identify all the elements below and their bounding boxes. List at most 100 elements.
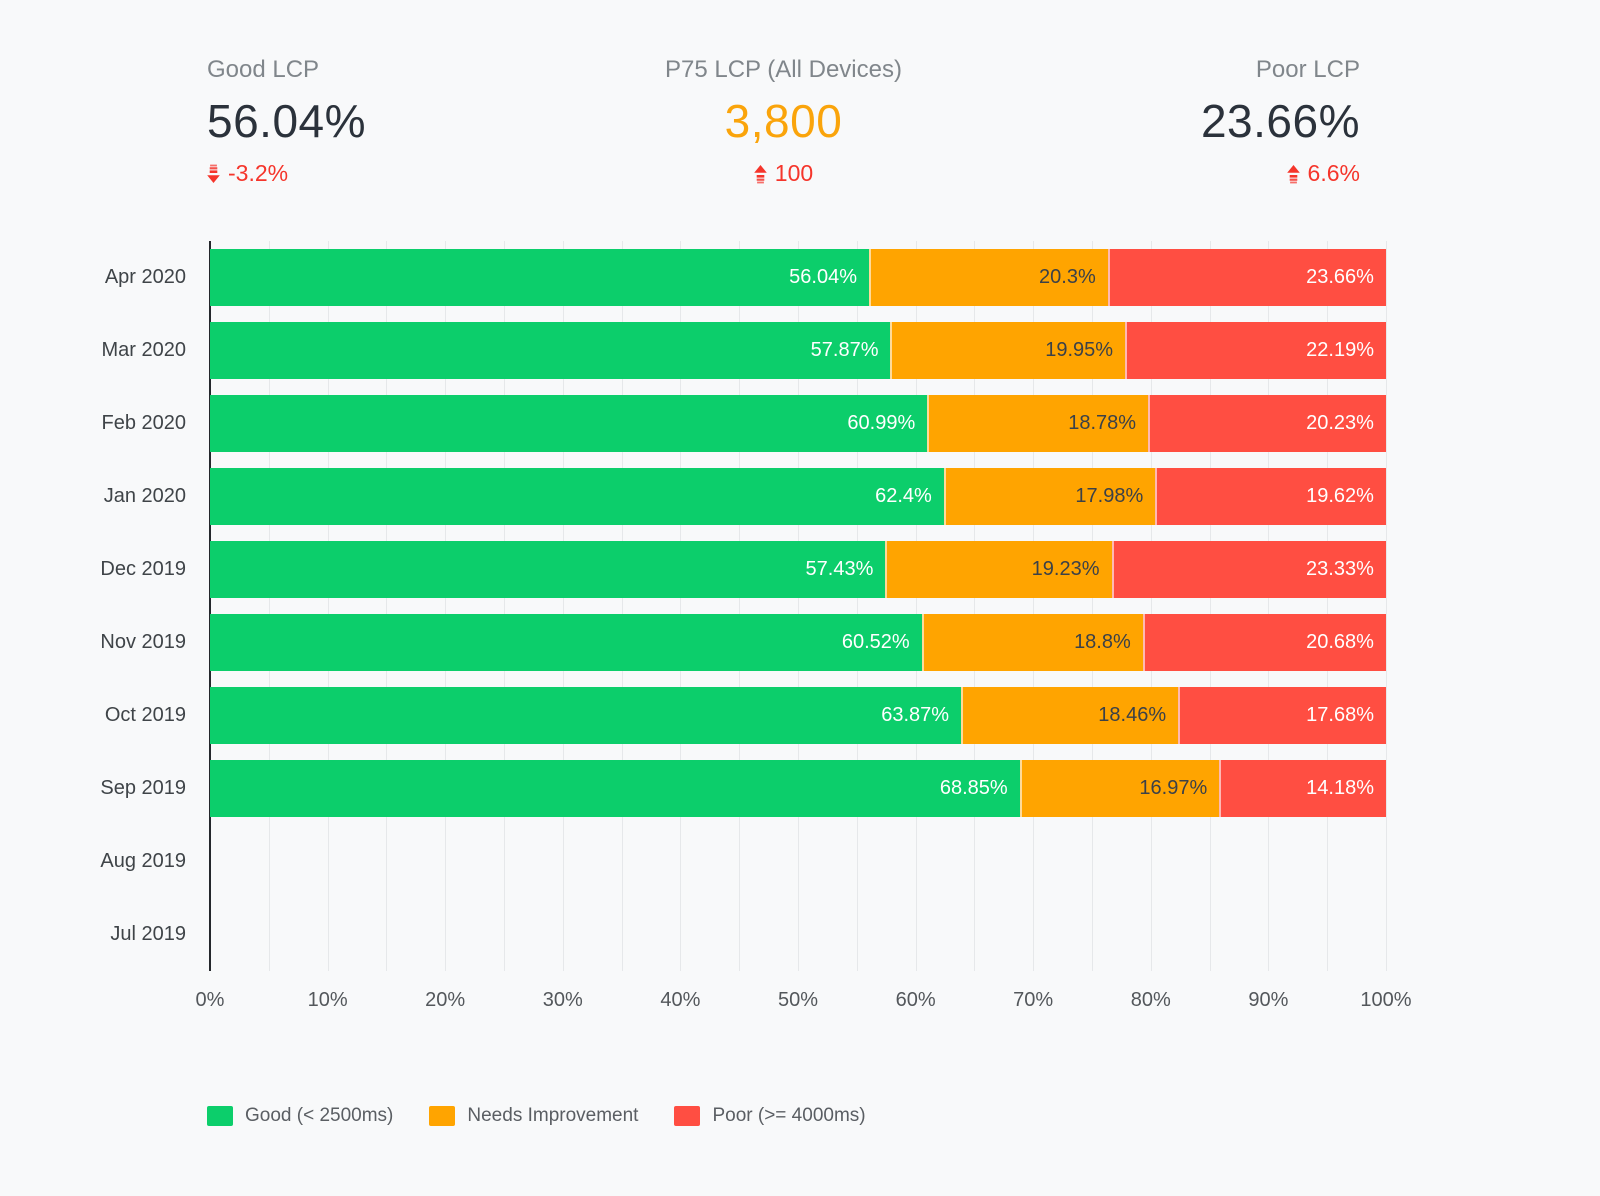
y-axis-label: Aug 2019 (100, 850, 186, 872)
gridline (562, 241, 564, 971)
x-axis-tick-label: 0% (195, 989, 225, 1011)
gridline (739, 241, 741, 971)
x-axis-tick-label: 70% (1013, 989, 1054, 1011)
gridline (268, 241, 270, 971)
bar-segment-needs-improvement[interactable]: 20.3% (869, 249, 1108, 306)
bar-segment-good[interactable]: 68.85% (210, 760, 1020, 817)
chart-row: Mar 2020 57.87% 19.95% 22.19% (0, 314, 1600, 387)
bar-segment-poor[interactable]: 17.68% (1178, 687, 1386, 744)
lcp-stacked-bar-chart: Apr 2020 56.04% 20.3% 23.66% Mar 2020 57.87% 1… (0, 241, 1600, 1019)
bar-segment-good[interactable]: 60.52% (210, 614, 922, 671)
chart-row: Dec 2019 57.43% 19.23% 23.33% (0, 533, 1600, 606)
legend-item-poor: Poor (>= 4000ms) (674, 1105, 866, 1127)
bar-track: 60.52% 18.8% 20.68% (210, 614, 1386, 671)
bar-segment-good[interactable]: 62.4% (210, 468, 944, 525)
kpi-p75-lcp-label: P75 LCP (All Devices) (665, 56, 902, 83)
y-axis-label: Nov 2019 (100, 631, 186, 653)
chart-row: Sep 2019 68.85% 16.97% 14.18% (0, 752, 1600, 825)
y-axis-label: Jul 2019 (110, 923, 186, 945)
bar-segment-good[interactable]: 57.43% (210, 541, 886, 598)
x-axis-tick-label: 50% (777, 989, 819, 1011)
chart-row: Jan 2020 62.4% 17.98% 19.62% (0, 460, 1600, 533)
kpi-poor-lcp: Poor LCP 23.66% 6.6% (976, 56, 1360, 187)
gridline (445, 241, 447, 971)
bar-segment-needs-improvement[interactable]: 18.46% (961, 687, 1179, 744)
kpi-row: Good LCP 56.04% -3.2% P75 LCP (All Devic… (0, 0, 1600, 187)
bar-segment-needs-improvement[interactable]: 18.8% (921, 614, 1143, 671)
bar-segment-needs-improvement[interactable]: 19.95% (890, 322, 1126, 379)
kpi-poor-lcp-delta: 6.6% (976, 160, 1360, 187)
bar-segment-poor[interactable]: 23.33% (1111, 541, 1386, 598)
bar-segment-poor[interactable]: 20.68% (1142, 614, 1386, 671)
kpi-good-lcp-label: Good LCP (207, 56, 320, 83)
kpi-p75-lcp: P75 LCP (All Devices) 3,800 100 (591, 56, 975, 187)
gridline (1033, 241, 1035, 971)
x-axis-tick-label: 40% (660, 989, 701, 1011)
legend-item-good: Good (< 2500ms) (207, 1105, 393, 1127)
chart-row: Oct 2019 63.87% 18.46% 17.68% (0, 679, 1600, 752)
bar-track: 62.4% 17.98% 19.62% (210, 468, 1386, 525)
legend-swatch-good (207, 1106, 233, 1126)
bar-track: 57.87% 19.95% 22.19% (210, 322, 1386, 379)
bar-segment-good[interactable]: 63.87% (210, 687, 962, 744)
gridline (1209, 241, 1211, 971)
gridline (327, 241, 329, 971)
bar-track: 60.99% 18.78% 20.23% (210, 395, 1386, 452)
kpi-poor-lcp-label: Poor LCP (1255, 56, 1360, 83)
kpi-good-lcp-value: 56.04% (207, 95, 367, 147)
arrow-up-icon (1286, 164, 1300, 184)
y-axis-label: Mar 2020 (101, 339, 187, 361)
kpi-good-lcp-delta-text: -3.2% (228, 160, 289, 186)
kpi-p75-lcp-delta: 100 (591, 160, 975, 187)
y-axis-label: Feb 2020 (101, 412, 186, 434)
gridline (974, 241, 976, 971)
bar-segment-needs-improvement[interactable]: 16.97% (1019, 760, 1220, 817)
gridline (621, 241, 623, 971)
legend: Good (< 2500ms) Needs Improvement Poor (>=… (207, 1105, 1600, 1127)
x-axis-tick-label: 90% (1248, 989, 1289, 1011)
plot-gridlines (209, 241, 1387, 971)
arrow-down-icon (207, 164, 220, 184)
bar-segment-poor[interactable]: 19.62% (1155, 468, 1386, 525)
chart-rows: Apr 2020 56.04% 20.3% 23.66% Mar 2020 57.87% 1… (0, 241, 1600, 971)
bar-segment-needs-improvement[interactable]: 17.98% (943, 468, 1156, 525)
y-axis-label: Oct 2019 (104, 704, 186, 726)
bar-segment-poor[interactable]: 14.18% (1219, 760, 1386, 817)
y-axis-label: Apr 2020 (104, 266, 186, 288)
bar-segment-poor[interactable]: 20.23% (1148, 395, 1386, 452)
legend-swatch-poor (674, 1106, 701, 1126)
gridline (798, 241, 799, 971)
chart-row: Apr 2020 56.04% 20.3% 23.66% (0, 241, 1600, 314)
bar-track: 56.04% 20.3% 23.66% (210, 249, 1386, 306)
bar-segment-poor[interactable]: 22.19% (1125, 322, 1386, 379)
legend-label-good: Good (< 2500ms) (245, 1105, 394, 1126)
bar-track (210, 906, 1386, 963)
legend-label-poor: Poor (>= 4000ms) (712, 1105, 866, 1126)
chart-body: Apr 2020 56.04% 20.3% 23.66% Mar 2020 57.87% 1… (0, 241, 1600, 971)
bar-segment-needs-improvement[interactable]: 19.23% (885, 541, 1112, 598)
kpi-p75-lcp-value: 3,800 (724, 95, 843, 147)
legend-swatch-needs-improvement (429, 1106, 456, 1126)
bar-segment-good[interactable]: 60.99% (210, 395, 928, 452)
x-axis-tick-label: 10% (307, 989, 348, 1011)
kpi-poor-lcp-delta-text: 6.6% (1307, 160, 1360, 186)
gridline (1268, 241, 1270, 971)
bar-segment-good[interactable]: 57.87% (210, 322, 891, 379)
y-axis-label: Jan 2020 (103, 485, 186, 507)
x-axis: 0% 10% 20% 30% 40% 50% 60% 70% 80% 90% 100% (196, 983, 1412, 1019)
y-axis-label: Sep 2019 (100, 777, 186, 799)
gridline (856, 241, 858, 971)
gridline (1092, 241, 1093, 971)
x-axis-tick-label: 20% (425, 989, 466, 1011)
bar-segment-good[interactable]: 56.04% (210, 249, 870, 306)
bar-track: 68.85% 16.97% 14.18% (210, 760, 1386, 817)
gridline (1327, 241, 1329, 971)
legend-item-needs-improvement: Needs Improvement (429, 1105, 638, 1127)
bar-segment-poor[interactable]: 23.66% (1107, 249, 1386, 306)
bar-segment-needs-improvement[interactable]: 18.78% (927, 395, 1149, 452)
lcp-dashboard: Good LCP 56.04% -3.2% P75 LCP (All Devic… (0, 0, 1600, 1127)
gridline (915, 241, 917, 971)
chart-row: Aug 2019 (0, 825, 1600, 898)
x-axis-tick-label: 100% (1360, 989, 1412, 1011)
kpi-poor-lcp-value: 23.66% (1200, 95, 1360, 147)
